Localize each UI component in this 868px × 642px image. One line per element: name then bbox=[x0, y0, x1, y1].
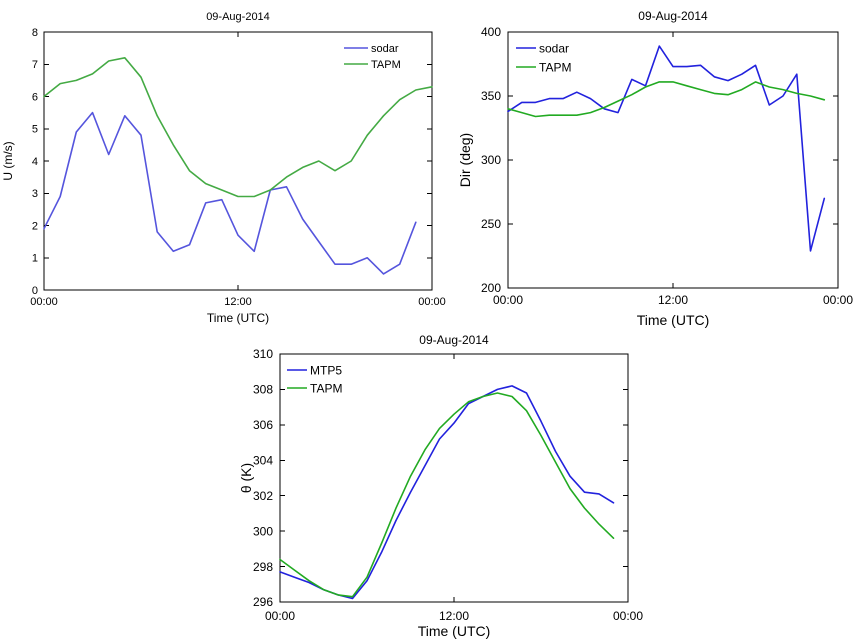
chart-1-y-tick-label: 8 bbox=[32, 27, 38, 39]
chart-2-series-2-line bbox=[507, 81, 826, 118]
chart-1-y-tick-label: 3 bbox=[32, 188, 38, 200]
chart-2-y-tick-label: 300 bbox=[481, 153, 501, 167]
chart-3-legend: MTP5 TAPM bbox=[287, 364, 342, 396]
chart-2-x-tick-label: 12:00 bbox=[658, 293, 688, 307]
chart-1-x-axis-label: Time (UTC) bbox=[207, 311, 269, 325]
chart-1-legend-label: sodar bbox=[371, 43, 399, 55]
chart-3-y-tick-label: 304 bbox=[253, 453, 273, 467]
chart-1-legend: sodar TAPM bbox=[344, 43, 401, 71]
chart-3-y-tick-label: 310 bbox=[253, 347, 273, 361]
chart-2-x-tick-label: 00:00 bbox=[493, 293, 523, 307]
chart-1-x-tick-label: 00:00 bbox=[30, 296, 58, 308]
chart-2-y-tick-label: 350 bbox=[481, 89, 501, 103]
chart-1-legend-label: TAPM bbox=[371, 59, 401, 71]
chart-3-y-tick-label: 296 bbox=[253, 595, 273, 609]
chart-1-x-tick-label: 00:00 bbox=[418, 296, 446, 308]
chart-3-y-axis-label: θ (K) bbox=[238, 463, 254, 493]
chart-1-series-1-line bbox=[43, 111, 417, 275]
chart-3-x-tick-label: 12:00 bbox=[439, 609, 469, 623]
chart-3-y-tick-label: 306 bbox=[253, 418, 273, 432]
chart-2-x-tick-label: 00:00 bbox=[823, 293, 853, 307]
chart-1-y-tick-label: 6 bbox=[32, 91, 38, 103]
chart-3-y-tick-label: 302 bbox=[253, 489, 273, 503]
chart-1-y-tick-label: 7 bbox=[32, 59, 38, 71]
chart-2-legend: sodar TAPM bbox=[516, 42, 571, 75]
chart-1-y-tick-label: 0 bbox=[32, 285, 38, 297]
chart-2-x-axis-label: Time (UTC) bbox=[637, 312, 710, 328]
chart-2-title: 09-Aug-2014 bbox=[638, 9, 708, 23]
chart-3-y-tick-label: 298 bbox=[253, 560, 273, 574]
chart-1-plot-area bbox=[43, 31, 433, 291]
chart-3-plot-area bbox=[279, 353, 629, 603]
chart-2-y-tick-label: 250 bbox=[481, 217, 501, 231]
chart-1-y-tick-label: 4 bbox=[32, 156, 38, 168]
chart-2-series-1-line bbox=[507, 45, 826, 252]
chart-2-y-tick-label: 400 bbox=[481, 25, 501, 39]
chart-3-x-tick-label: 00:00 bbox=[265, 609, 295, 623]
chart-1-y-tick-label: 1 bbox=[32, 253, 38, 265]
chart-1-y-axis-label: U (m/s) bbox=[1, 141, 15, 180]
chart-3-title: 09-Aug-2014 bbox=[419, 333, 489, 347]
chart-3-x-axis-label: Time (UTC) bbox=[418, 623, 491, 639]
chart-1-title: 09-Aug-2014 bbox=[206, 11, 270, 23]
chart-1-y-tick-label: 5 bbox=[32, 124, 38, 136]
chart-1-series-2-line bbox=[43, 56, 433, 198]
chart-3-legend-label: TAPM bbox=[310, 382, 342, 396]
chart-3-x-tick-label: 00:00 bbox=[613, 609, 643, 623]
chart-2-y-axis-label: Dir (deg) bbox=[457, 133, 473, 187]
chart-3-y-tick-label: 308 bbox=[253, 383, 273, 397]
chart-2-legend-label: sodar bbox=[539, 42, 569, 56]
chart-3-series-2-line bbox=[279, 392, 615, 598]
chart-1-x-tick-label: 12:00 bbox=[224, 296, 252, 308]
chart-2-y-tick-label: 200 bbox=[481, 281, 501, 295]
chart-1-y-tick-label: 2 bbox=[32, 220, 38, 232]
chart-3-legend-label: MTP5 bbox=[310, 364, 342, 378]
chart-2-legend-label: TAPM bbox=[539, 61, 571, 75]
chart-3-y-tick-label: 300 bbox=[253, 524, 273, 538]
